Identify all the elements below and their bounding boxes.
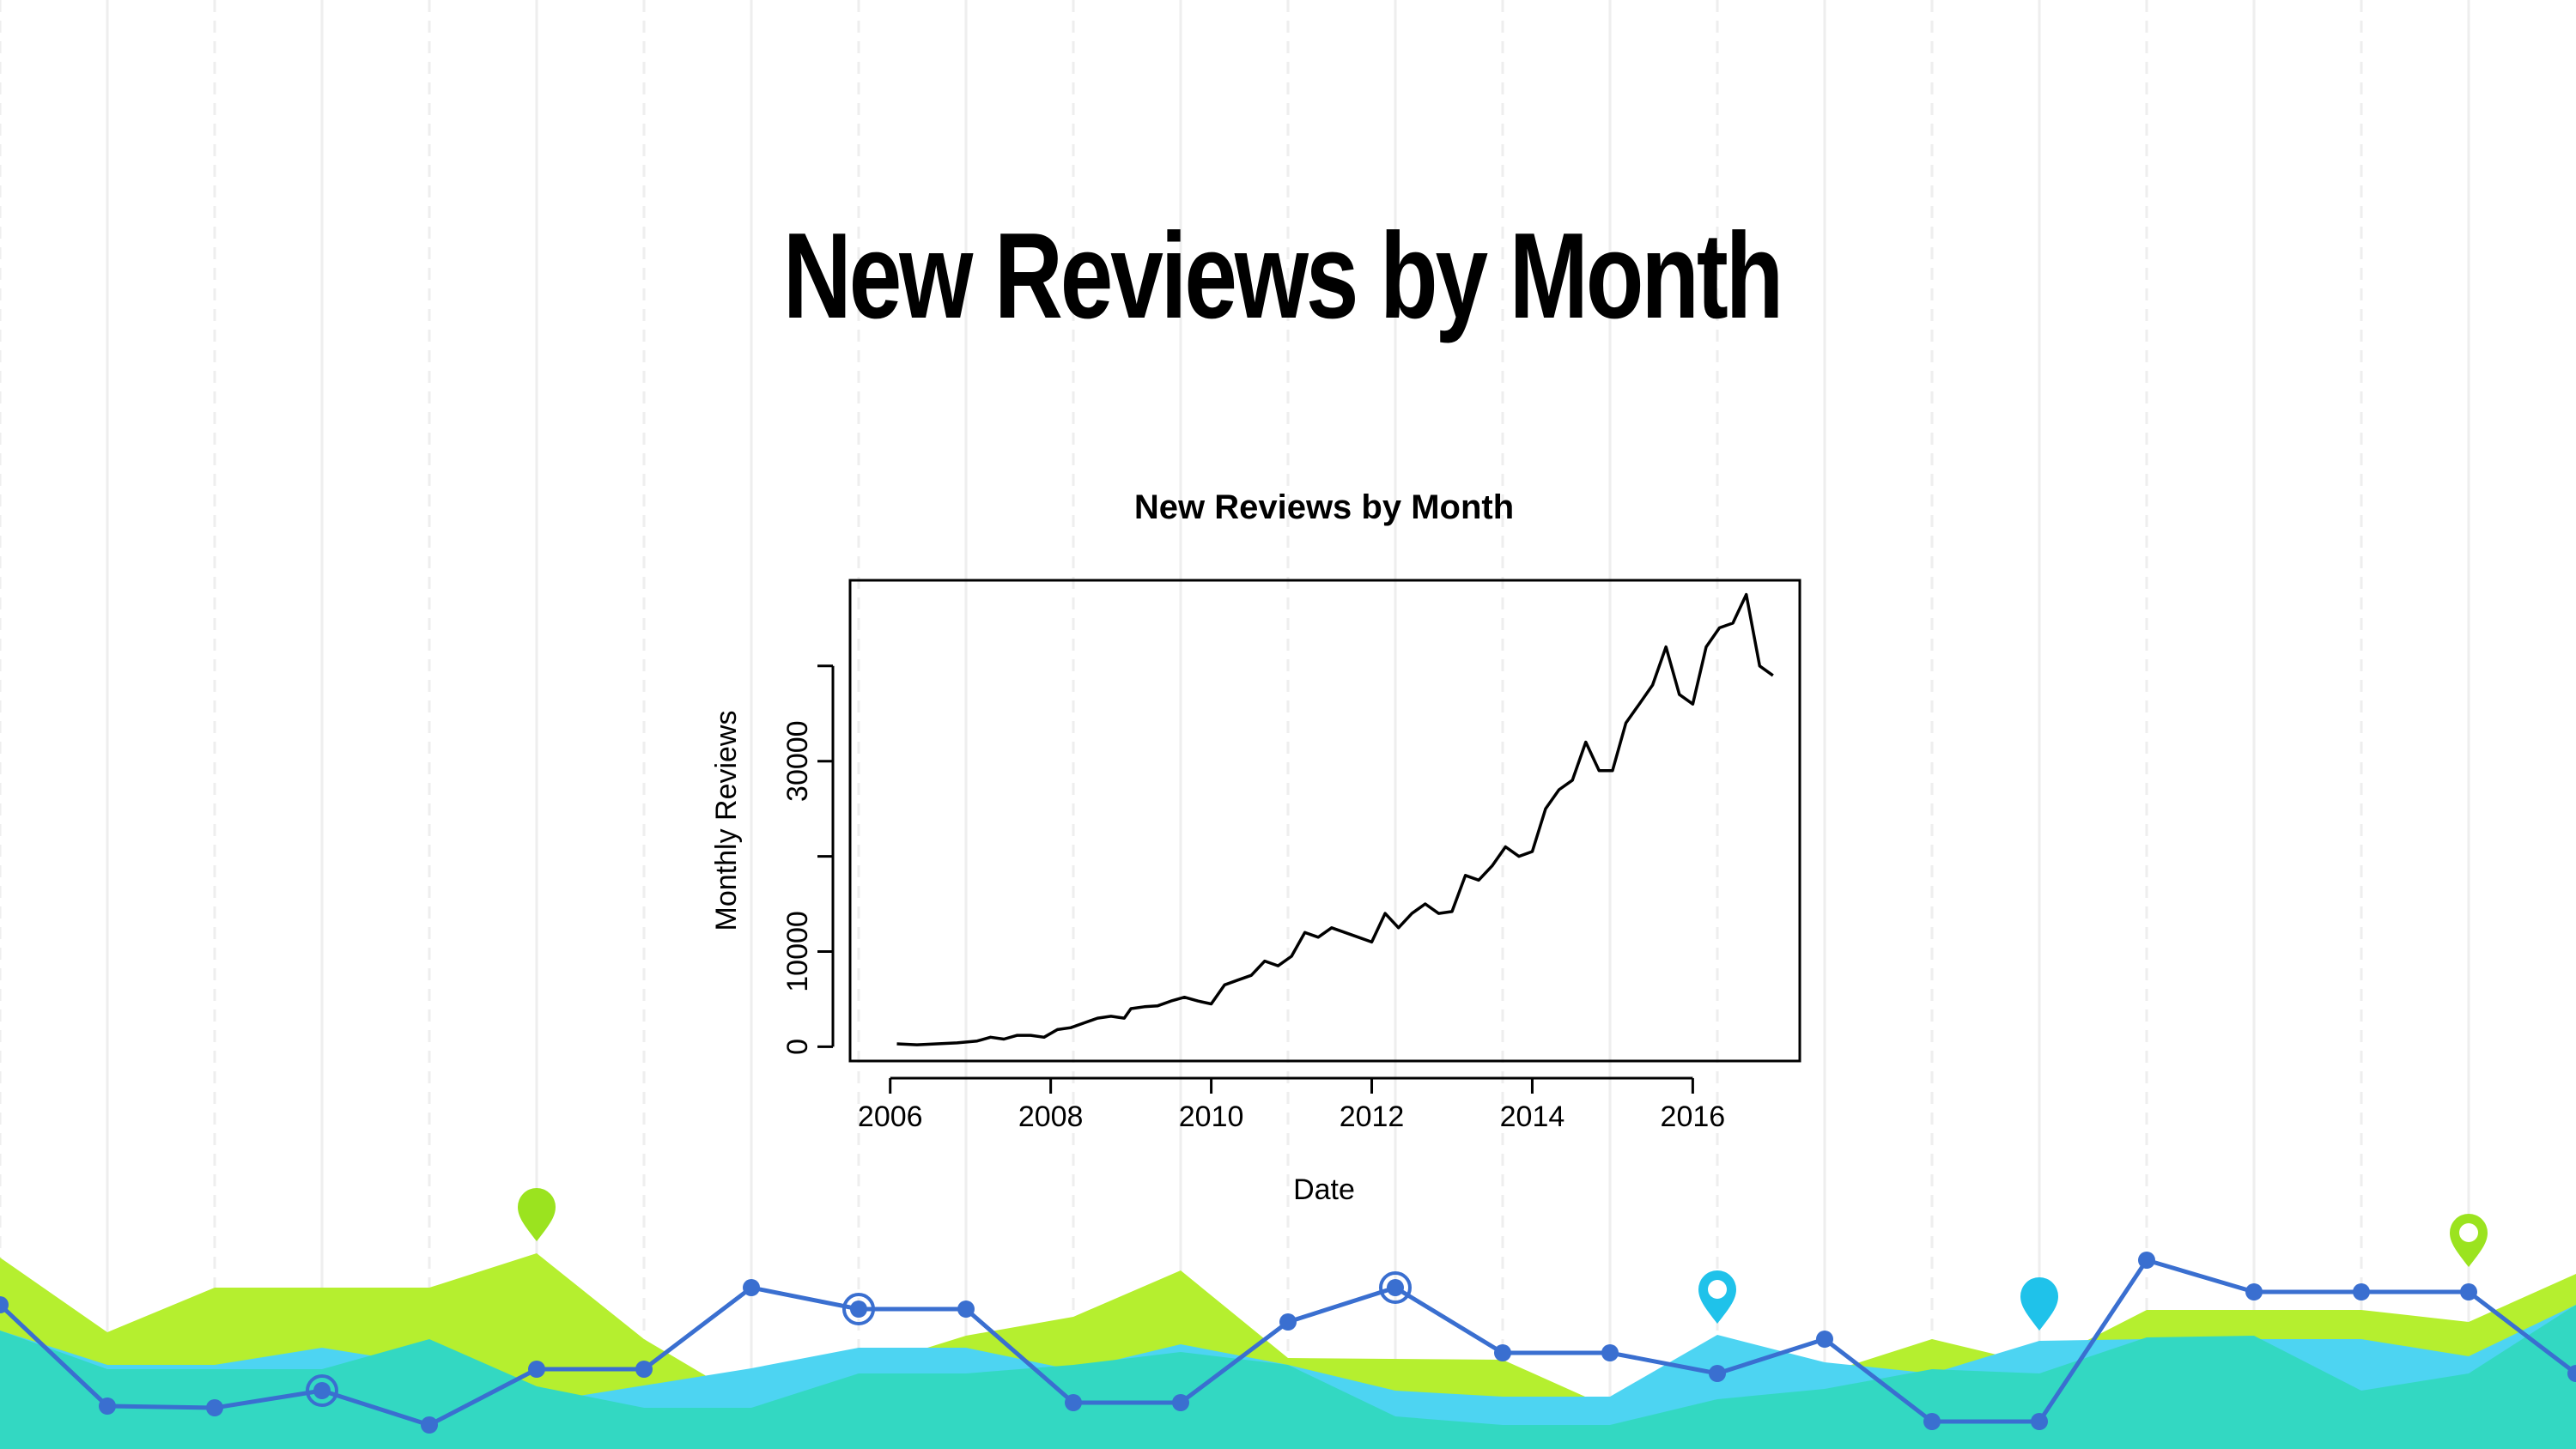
decorative-dot bbox=[2353, 1283, 2370, 1300]
target-marker-icon bbox=[306, 1374, 338, 1407]
x-tick-label: 2014 bbox=[1500, 1100, 1565, 1133]
decorative-dot bbox=[957, 1300, 975, 1318]
decorative-dot bbox=[2567, 1365, 2576, 1382]
decorative-dot bbox=[850, 1300, 867, 1318]
decorative-dot bbox=[1601, 1344, 1619, 1361]
decorative-dot bbox=[313, 1382, 331, 1399]
map-pin-icon bbox=[2020, 1277, 2058, 1331]
y-tick-label: 0 bbox=[781, 1039, 814, 1055]
decorative-dot bbox=[1387, 1279, 1404, 1296]
decorative-dot bbox=[2031, 1413, 2048, 1430]
x-tick-label: 2010 bbox=[1179, 1100, 1244, 1133]
y-tick-label: 10000 bbox=[781, 911, 814, 992]
y-axis: 0 10000 30000 bbox=[781, 664, 835, 1055]
decorative-dot bbox=[1279, 1313, 1297, 1331]
x-axis-label: Date bbox=[1293, 1173, 1355, 1206]
decorative-dot bbox=[1923, 1413, 1941, 1430]
decorative-dot bbox=[1494, 1344, 1511, 1361]
map-pin-icon bbox=[1698, 1270, 1736, 1324]
x-tick-label: 2006 bbox=[858, 1100, 923, 1133]
x-tick-label: 2016 bbox=[1661, 1100, 1726, 1133]
map-pin-icon bbox=[2450, 1214, 2488, 1267]
decorative-dot bbox=[743, 1279, 760, 1296]
chart-title: New Reviews by Month bbox=[1134, 488, 1514, 526]
decorative-dot bbox=[99, 1397, 116, 1415]
map-pin-icon bbox=[518, 1188, 556, 1241]
decorative-dot bbox=[0, 1296, 9, 1313]
series-line bbox=[896, 592, 1774, 1046]
decorative-dot bbox=[1172, 1394, 1189, 1411]
y-tick-label: 30000 bbox=[781, 720, 814, 802]
decorative-dot bbox=[2138, 1252, 2155, 1269]
decorative-dot bbox=[206, 1399, 223, 1416]
y-axis-label: Monthly Reviews bbox=[710, 711, 743, 931]
target-marker-icon bbox=[842, 1293, 875, 1325]
decorative-dot bbox=[1065, 1394, 1082, 1411]
slide-title: New Reviews by Month bbox=[782, 208, 1783, 344]
x-tick-label: 2008 bbox=[1018, 1100, 1084, 1133]
decorative-dot bbox=[421, 1416, 438, 1434]
decorative-dot bbox=[2460, 1283, 2477, 1300]
decorative-dot bbox=[1816, 1331, 1833, 1348]
plot-frame bbox=[848, 579, 1801, 1063]
decorative-dot bbox=[2245, 1283, 2263, 1300]
target-marker-icon bbox=[1379, 1271, 1412, 1304]
x-axis: 2006 2008 2010 2012 2014 2016 bbox=[858, 1076, 1726, 1133]
decorative-dot bbox=[528, 1361, 545, 1378]
decorative-dot bbox=[635, 1361, 653, 1378]
decorative-dot bbox=[1709, 1365, 1726, 1382]
x-tick-label: 2012 bbox=[1340, 1100, 1405, 1133]
